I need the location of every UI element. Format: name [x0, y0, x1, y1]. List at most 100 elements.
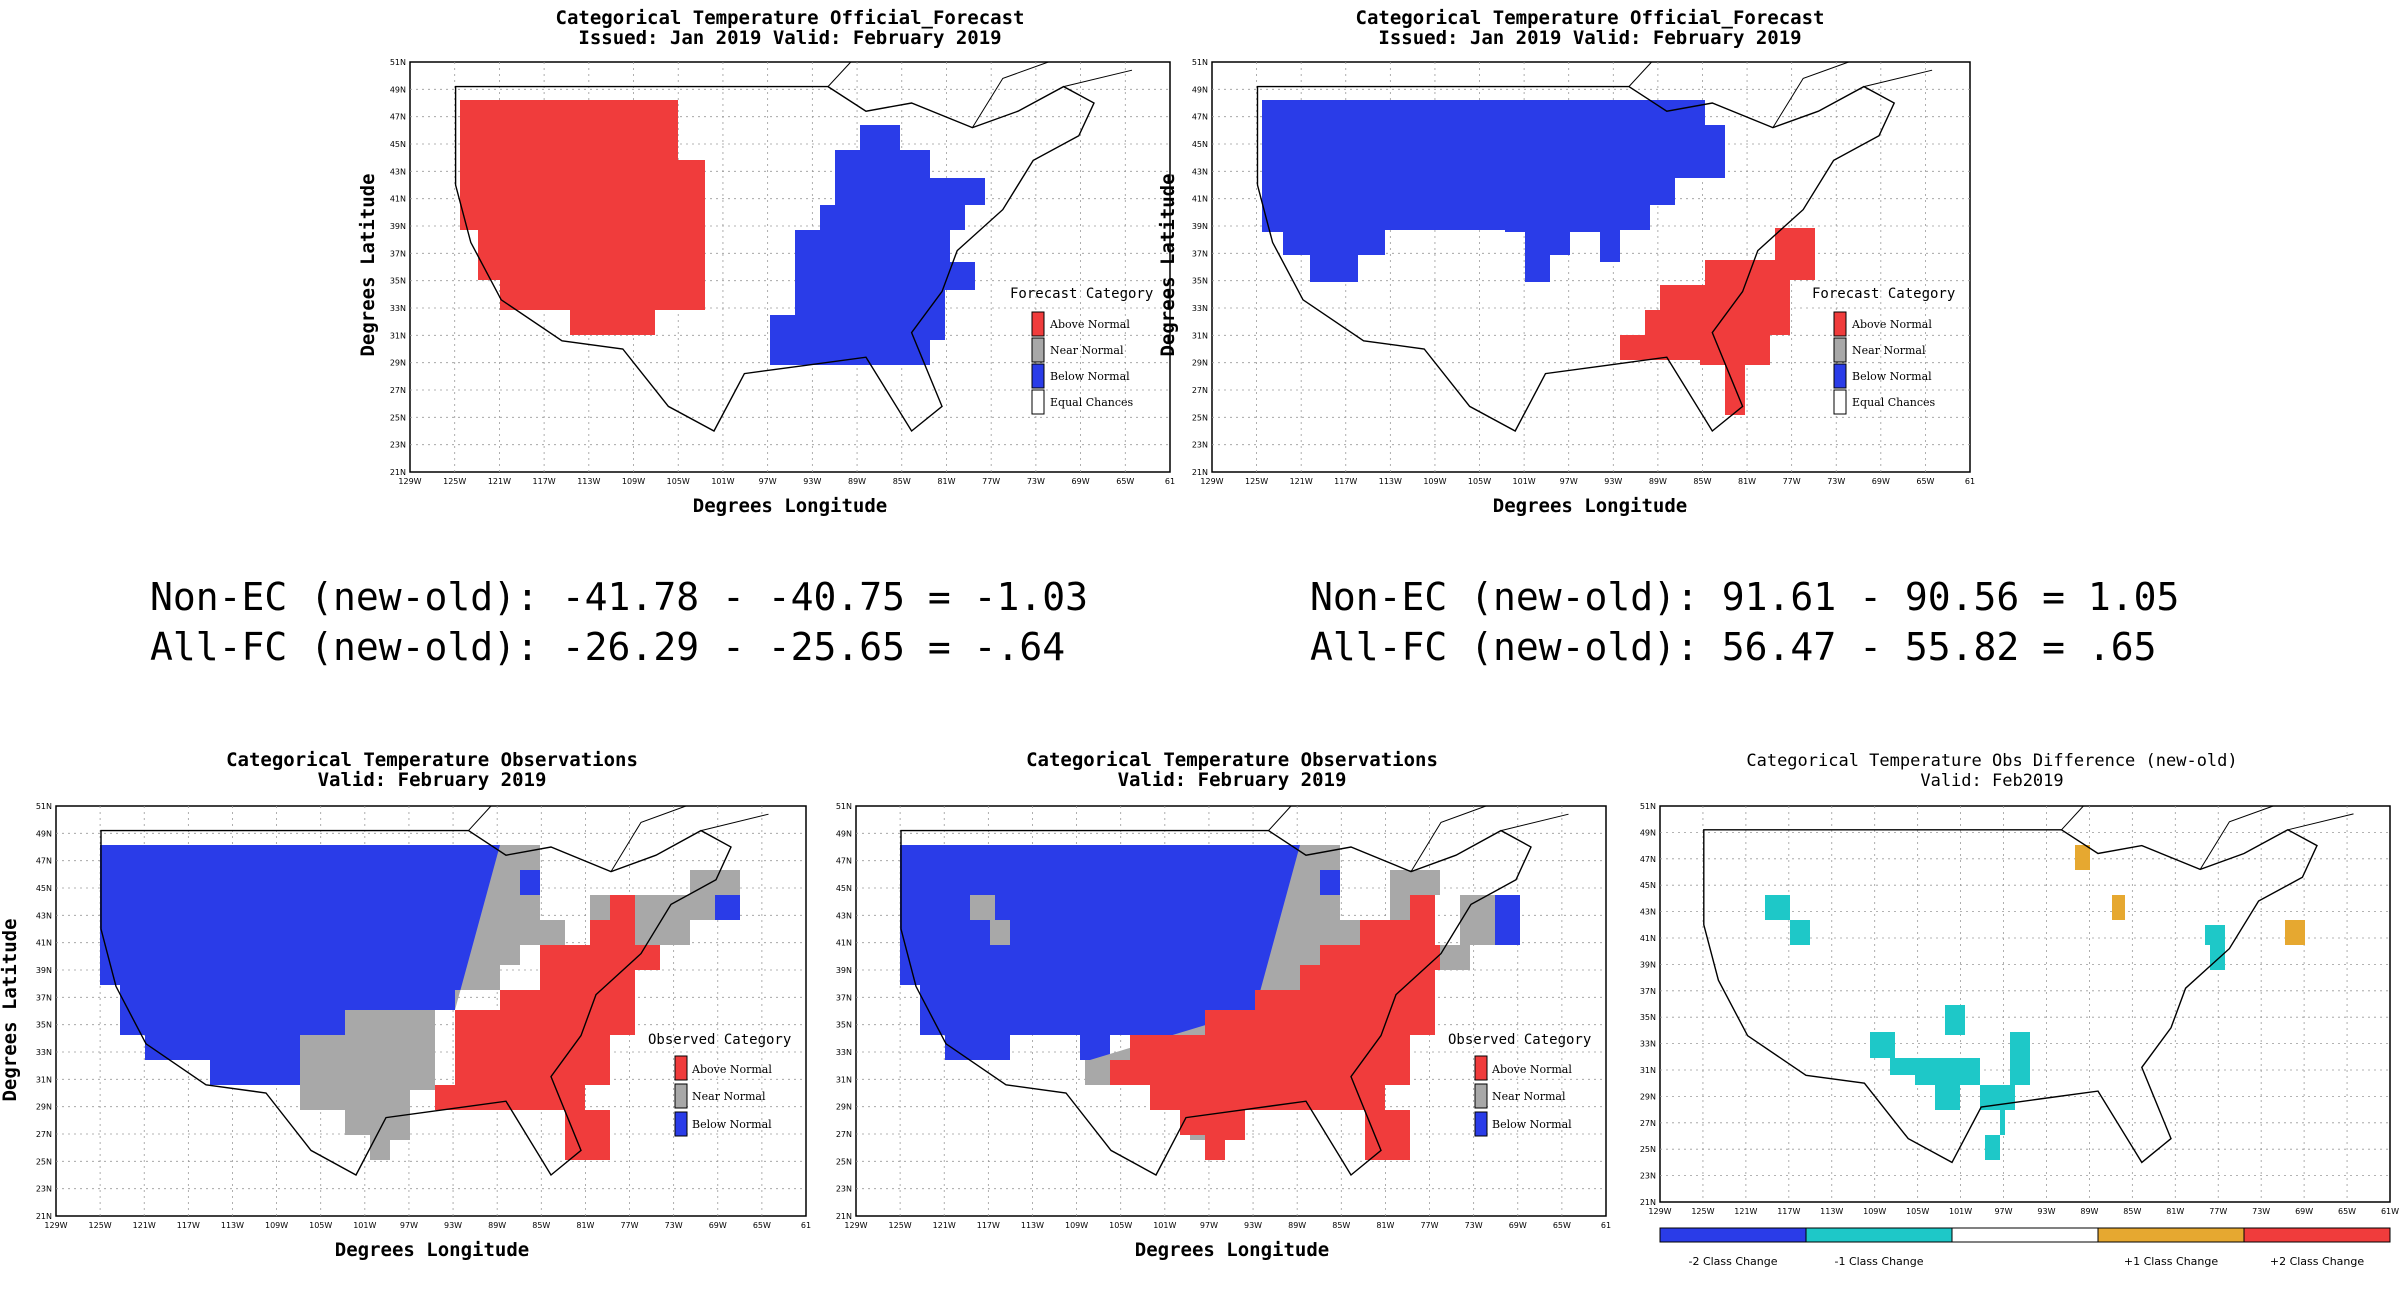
lat-tick-label: 21N [36, 1212, 52, 1221]
forecast-1-above-region [460, 100, 705, 335]
colorbar-zero [1951, 1227, 2099, 1243]
coastline [2287, 813, 2354, 831]
lon-tick-label: 109W [1065, 1221, 1088, 1230]
lat-tick-label: 39N [836, 966, 852, 975]
lat-tick-label: 31N [1640, 1066, 1656, 1075]
legend-label-equal: Equal Chances [1852, 396, 1936, 409]
coastline [700, 813, 769, 832]
lon-tick-label: 113W [1021, 1221, 1044, 1230]
lon-tick-label: 93W [444, 1221, 462, 1230]
lon-tick-label: 81W [2166, 1207, 2184, 1216]
legend-swatch-equal [1031, 389, 1045, 415]
lon-tick-label: 61 [1601, 1221, 1611, 1230]
lon-tick-label: 125W [1245, 477, 1268, 486]
forecast-2-legend: Forecast Category Above Normal Near Norm… [1812, 286, 1955, 415]
forecast-2-title-line1: Categorical Temperature Official_Forecas… [1356, 7, 1825, 29]
lon-tick-label: 77W [620, 1221, 638, 1230]
coastline [1863, 69, 1933, 88]
lat-tick-label: 33N [1192, 304, 1208, 313]
coastline [454, 85, 1095, 433]
coastline [1268, 805, 1292, 831]
lon-tick-label: 129W [1648, 1207, 1671, 1216]
lat-tick-label: 45N [836, 884, 852, 893]
lat-tick-label: 35N [390, 277, 406, 286]
lat-tick-label: 29N [1640, 1092, 1656, 1101]
lat-tick-label: 31N [1192, 331, 1208, 340]
coastline [827, 61, 852, 87]
forecast-1-ylabel: Degrees Latitude [357, 173, 379, 356]
lat-tick-label: 33N [1640, 1040, 1656, 1049]
lat-tick-label: 23N [836, 1185, 852, 1194]
lat-tick-label: 33N [836, 1048, 852, 1057]
forecast-map-panel-1: Categorical Temperature Official_Forecas… [357, 7, 1175, 517]
lat-tick-label: 47N [1192, 113, 1208, 122]
lon-tick-label: 113W [577, 477, 600, 486]
legend-swatch-below [1833, 363, 1847, 389]
lon-tick-label: 89W [2080, 1207, 2098, 1216]
coastline [1500, 813, 1569, 832]
lat-tick-label: 29N [836, 1103, 852, 1112]
lon-tick-label: 65W [1553, 1221, 1571, 1230]
lat-tick-label: 21N [1640, 1198, 1656, 1207]
obs-1-ylabel: Degrees Latitude [0, 918, 21, 1101]
lon-tick-label: 129W [44, 1221, 67, 1230]
colorbar-label-minus1: -1 Class Change [1834, 1255, 1923, 1268]
lat-tick-label: 45N [1640, 881, 1656, 890]
lon-tick-label: 105W [1468, 477, 1491, 486]
legend-label-above: Above Normal [1049, 318, 1130, 331]
colorbar-label-plus1: +1 Class Change [2124, 1255, 2218, 1268]
lon-tick-label: 61 [1165, 477, 1175, 486]
observation-map-panel-1: Categorical Temperature Observations Val… [0, 749, 811, 1261]
lon-tick-label: 105W [1906, 1207, 1929, 1216]
lat-tick-label: 49N [1640, 828, 1656, 837]
lat-tick-label: 51N [390, 58, 406, 67]
lat-tick-label: 37N [1192, 249, 1208, 258]
lon-tick-label: 101W [1153, 1221, 1176, 1230]
colorbar-plus2 [2243, 1227, 2391, 1243]
obs-2-regions [900, 845, 1520, 1160]
lat-tick-label: 27N [1640, 1119, 1656, 1128]
legend-label-below: Below Normal [1492, 1118, 1572, 1131]
score-right-line1: Non-EC (new-old): 91.61 - 90.56 = 1.05 [1310, 575, 2179, 619]
lat-tick-label: 43N [36, 911, 52, 920]
lon-tick-label: 97W [759, 477, 777, 486]
lat-tick-label: 21N [390, 468, 406, 477]
lon-tick-label: 117W [1777, 1207, 1800, 1216]
lon-tick-label: 69W [709, 1221, 727, 1230]
score-right-line2: All-FC (new-old): 56.47 - 55.82 = .65 [1310, 625, 2156, 669]
lat-tick-label: 49N [1192, 85, 1208, 94]
coastline [900, 829, 1532, 1177]
legend-swatch-near [1474, 1083, 1488, 1109]
legend-label-above: Above Normal [1851, 318, 1932, 331]
lon-tick-label: 113W [1379, 477, 1402, 486]
lon-tick-label: 105W [309, 1221, 332, 1230]
lon-tick-label: 61 [1965, 477, 1975, 486]
obs-1-title-line1: Categorical Temperature Observations [226, 749, 638, 771]
lat-tick-label: 25N [1640, 1145, 1656, 1154]
coastline [468, 805, 492, 831]
lon-tick-label: 89W [1288, 1221, 1306, 1230]
obs-2-xlabel: Degrees Longitude [1135, 1239, 1329, 1261]
coastline [1628, 61, 1652, 87]
lat-tick-label: 37N [1640, 987, 1656, 996]
forecast-2-legend-title: Forecast Category [1812, 286, 1955, 302]
legend-label-near: Near Normal [1050, 344, 1124, 357]
lon-tick-label: 121W [133, 1221, 156, 1230]
diff-regions [1765, 845, 2305, 1160]
lon-tick-label: 73W [665, 1221, 683, 1230]
lon-tick-label: 109W [1863, 1207, 1886, 1216]
forecast-map-panel-2: Categorical Temperature Official_Forecas… [1157, 7, 1975, 517]
lat-tick-label: 35N [1192, 277, 1208, 286]
forecast-2-below-region [1262, 100, 1725, 282]
forecast-1-title-line2: Issued: Jan 2019 Valid: February 2019 [578, 27, 1001, 49]
lon-tick-label: 105W [1109, 1221, 1132, 1230]
lon-tick-label: 85W [893, 477, 911, 486]
lon-tick-label: 65W [1116, 477, 1134, 486]
lat-tick-label: 37N [36, 993, 52, 1002]
forecast-1-legend: Forecast Category Above Normal Near Norm… [1010, 286, 1153, 415]
lon-tick-label: 129W [844, 1221, 867, 1230]
legend-swatch-above [1031, 311, 1045, 337]
lon-tick-label: 93W [2037, 1207, 2055, 1216]
lon-tick-label: 85W [1693, 477, 1711, 486]
